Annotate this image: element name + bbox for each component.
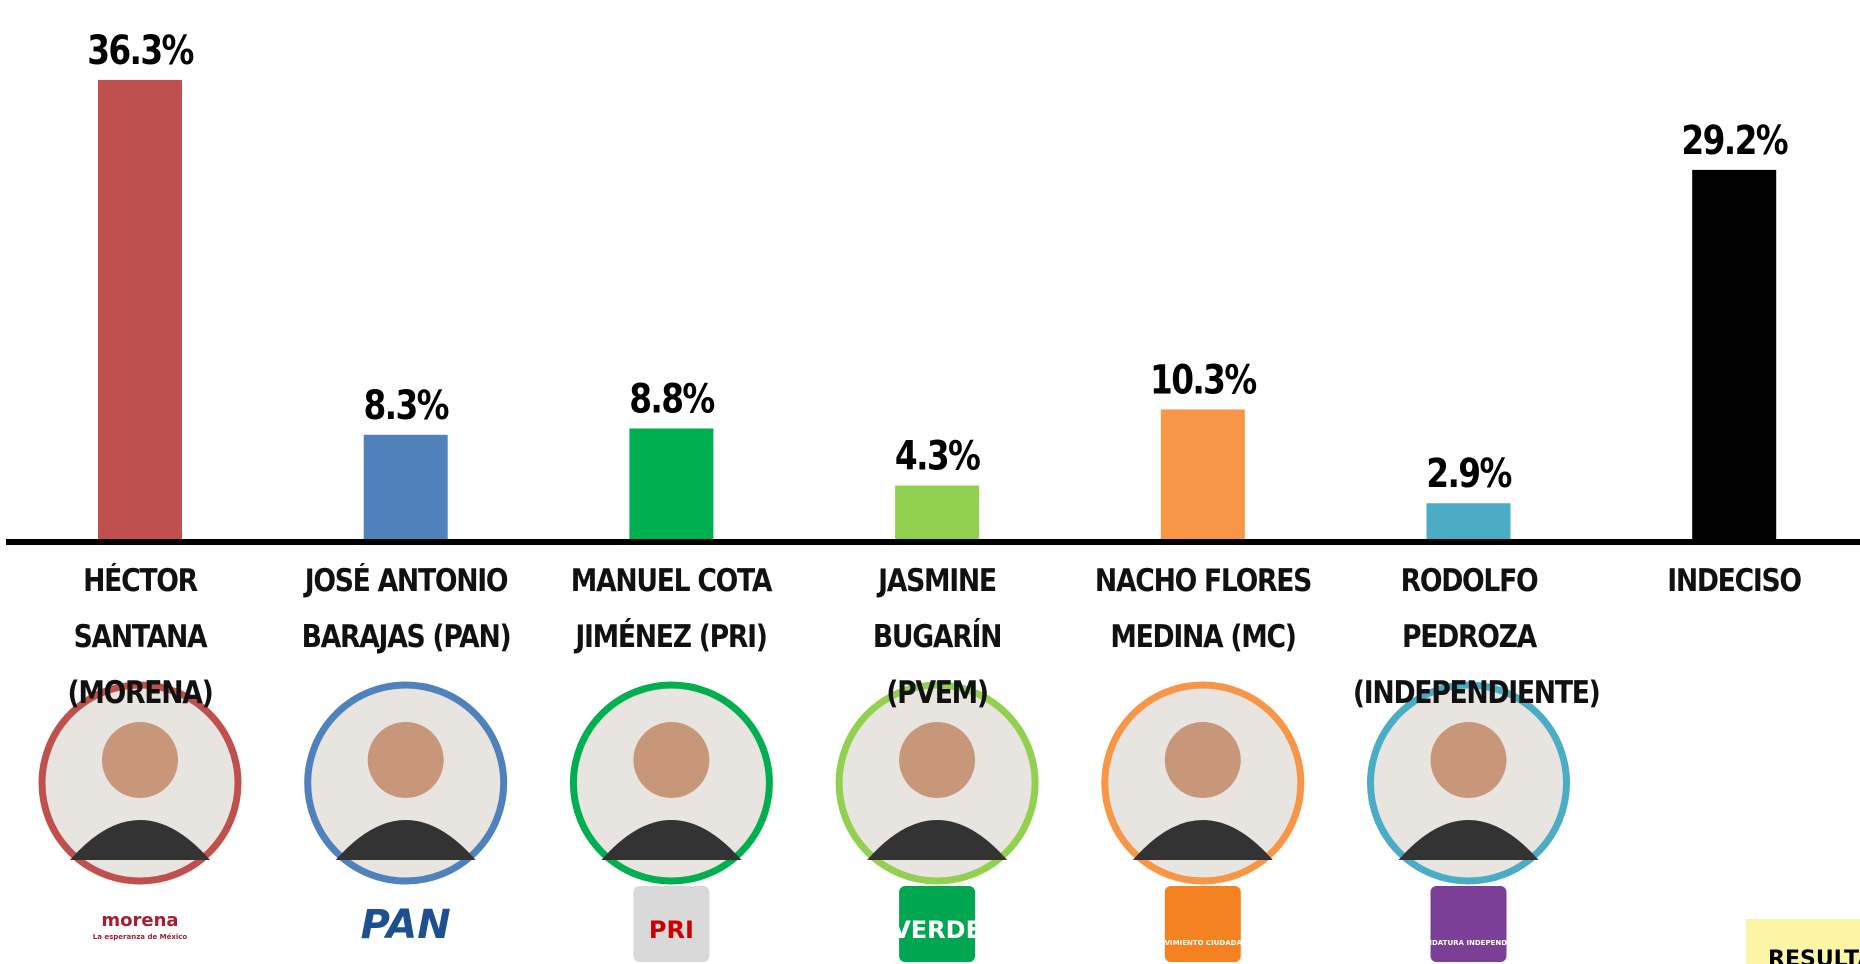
photo-body [70, 820, 210, 860]
value-label: 29.2% [1681, 117, 1788, 164]
value-label: 8.3% [364, 382, 449, 429]
photo-body [1398, 820, 1539, 860]
photo-head [1430, 722, 1507, 798]
party-logo [899, 886, 976, 962]
party-logo-text: CANDIDATURA INDEPENDIENTE [1407, 939, 1530, 947]
party-logo [102, 886, 178, 962]
photo-body [601, 820, 742, 860]
party-logo [367, 886, 444, 962]
category-label: INDECISO [1667, 563, 1802, 599]
bar [1160, 409, 1245, 540]
note: RESULTAD [1746, 919, 1860, 964]
photo-body [867, 820, 1008, 860]
bar [363, 434, 448, 540]
category-label: RODOLFO PEDROZA (INDEPENDIENTE) [1352, 563, 1600, 711]
value-label: 4.3% [895, 432, 980, 479]
party-logo [1430, 886, 1507, 962]
party-logo-text: morena [101, 910, 178, 931]
photo-head [633, 722, 710, 798]
category-label: NACHO FLORES MEDINA (MC) [1094, 563, 1312, 655]
category-label: MANUEL COTA JIMÉNEZ (PRI) [571, 563, 773, 655]
photo-body [335, 820, 476, 860]
bar [895, 485, 980, 540]
value-label: 10.3% [1150, 356, 1257, 403]
party-logo-text: PAN [361, 902, 451, 948]
party-logo-text: VERDE [892, 916, 982, 944]
value-label: 36.3% [87, 27, 194, 74]
bar [98, 79, 182, 541]
party-logo-text: MOVIMIENTO CIUDADANO [1152, 939, 1254, 947]
party-logo-text: PRI [649, 916, 694, 944]
bar [1426, 503, 1511, 540]
category-label: JASMINE BUGARÍN (PVEM) [872, 563, 1003, 711]
photo-body [1132, 820, 1273, 860]
value-label: 2.9% [1426, 450, 1511, 497]
bar [629, 428, 714, 540]
value-label: 8.8% [629, 375, 714, 422]
category-label: HÉCTOR SANTANA (MORENA) [67, 563, 214, 711]
photo-head [899, 722, 976, 798]
party-logo-text: La esperanza de México [93, 933, 188, 941]
category-label: JOSÉ ANTONIO BARAJAS (PAN) [301, 563, 511, 655]
bar [1692, 169, 1777, 540]
photo-head [367, 722, 444, 798]
party-logo [1164, 886, 1241, 962]
photo-head [1164, 722, 1241, 798]
photo-head [102, 722, 178, 798]
party-logo [633, 886, 710, 962]
